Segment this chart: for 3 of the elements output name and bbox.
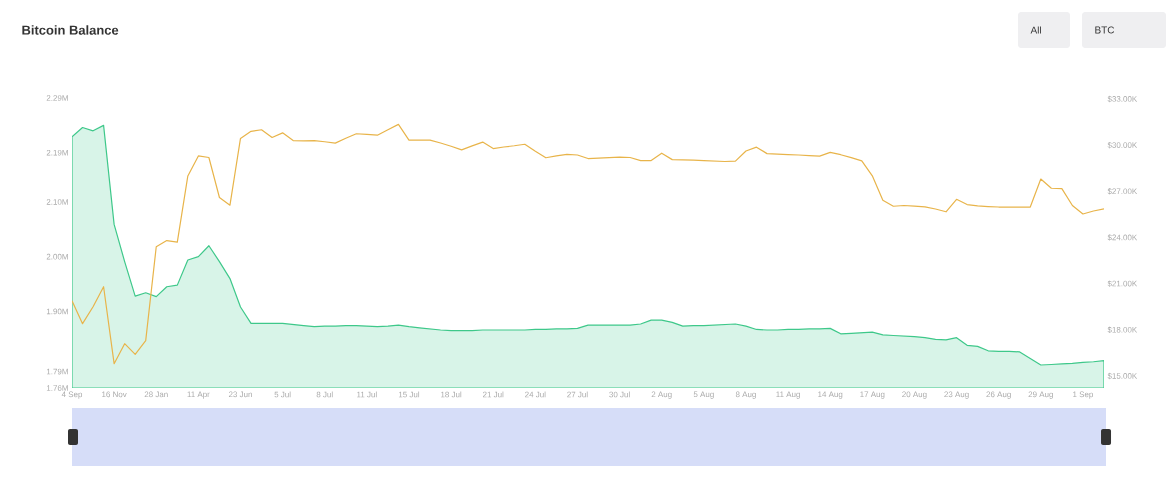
text: All — [1030, 26, 1041, 34]
chart-title: Bitcoin Balance — [22, 25, 119, 35]
text: BTC — [1095, 26, 1115, 34]
